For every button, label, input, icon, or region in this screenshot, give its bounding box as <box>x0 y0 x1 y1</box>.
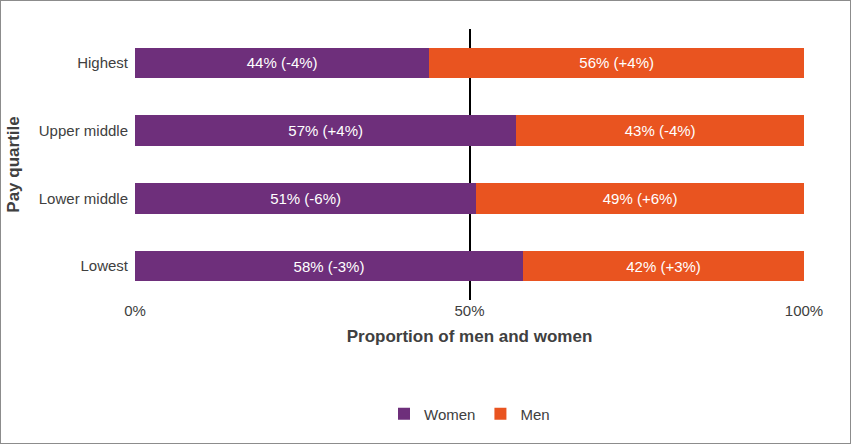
svg-text:Upper middle: Upper middle <box>39 122 128 139</box>
svg-text:Proportion of men and women: Proportion of men and women <box>347 327 593 346</box>
svg-text:58% (-3%): 58% (-3%) <box>294 258 365 275</box>
svg-text:Men: Men <box>520 406 549 423</box>
svg-text:42% (+3%): 42% (+3%) <box>626 258 701 275</box>
svg-text:Lower middle: Lower middle <box>39 190 128 207</box>
svg-text:50%: 50% <box>454 302 484 319</box>
svg-text:Lowest: Lowest <box>80 257 128 274</box>
svg-text:100%: 100% <box>785 302 823 319</box>
svg-text:51% (-6%): 51% (-6%) <box>270 190 341 207</box>
svg-text:49% (+6%): 49% (+6%) <box>603 190 678 207</box>
svg-text:43% (-4%): 43% (-4%) <box>625 122 696 139</box>
svg-text:57% (+4%): 57% (+4%) <box>288 122 363 139</box>
svg-text:Pay quartile: Pay quartile <box>4 116 23 212</box>
svg-text:44% (-4%): 44% (-4%) <box>247 54 318 71</box>
svg-text:Women: Women <box>424 406 475 423</box>
svg-text:56% (+4%): 56% (+4%) <box>579 54 654 71</box>
svg-text:0%: 0% <box>124 302 146 319</box>
svg-text:Highest: Highest <box>77 54 129 71</box>
